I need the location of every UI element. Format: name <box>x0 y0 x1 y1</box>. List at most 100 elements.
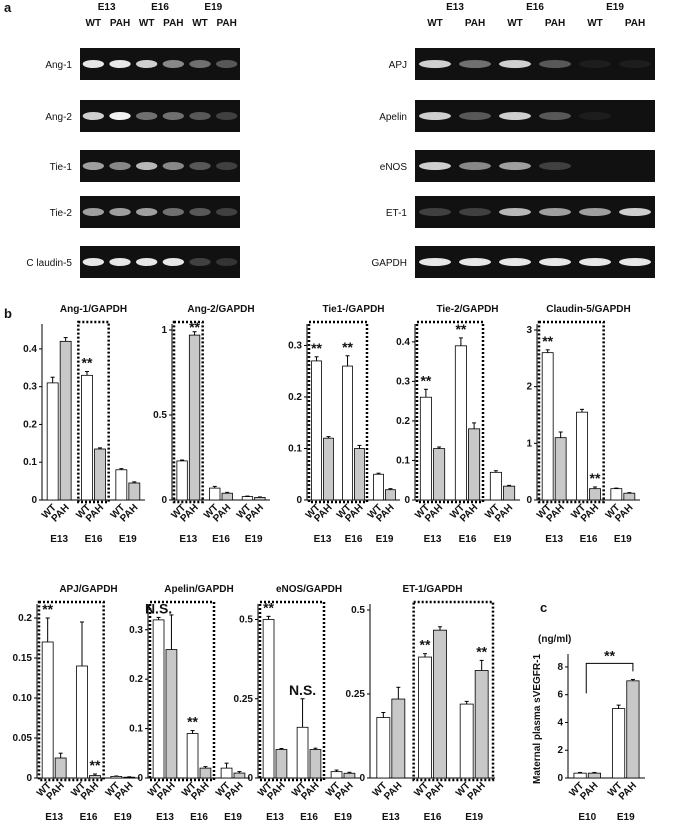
gel-band <box>162 258 184 266</box>
gel-band <box>619 60 651 68</box>
bar <box>110 776 123 779</box>
gel-band <box>216 162 238 170</box>
stage-label: E19 <box>204 2 222 13</box>
y-tick-label: 0.4 <box>23 344 37 355</box>
y-tick-label: 0.1 <box>23 457 37 468</box>
gel-band <box>419 60 451 68</box>
bar <box>176 460 188 501</box>
group-label: PAH <box>163 18 183 29</box>
gel-band <box>539 162 571 170</box>
bar <box>209 487 221 501</box>
gel-band <box>82 258 105 266</box>
stage-label: E13 <box>446 2 464 13</box>
highlight-box <box>37 600 105 782</box>
bar <box>503 485 516 501</box>
group-label: PAH <box>110 18 130 29</box>
bar <box>41 641 54 779</box>
bar <box>254 497 266 501</box>
x-category-label: E16 <box>459 534 477 545</box>
y-tick-label: 0 <box>31 495 37 506</box>
gel-band <box>109 60 131 68</box>
gel-band <box>499 162 531 170</box>
stage-label: E16 <box>151 2 169 13</box>
x-category-label: E10 <box>578 812 596 823</box>
chart-title: APJ/GAPDH <box>59 584 117 595</box>
annotation: ** <box>455 321 466 337</box>
highlight-box <box>148 600 216 782</box>
bar <box>385 489 396 501</box>
x-category-label: E13 <box>156 812 174 823</box>
bar <box>128 482 141 501</box>
bar <box>199 767 212 779</box>
bar <box>587 772 601 779</box>
gel-row-label: eNOS <box>380 162 408 173</box>
y-tick-label: 0 <box>359 773 365 784</box>
group-label: WT <box>139 18 155 29</box>
annotation: ** <box>42 601 53 617</box>
x-category-label: E13 <box>45 812 63 823</box>
group-label: PAH <box>465 18 485 29</box>
gel <box>80 246 240 278</box>
y-tick-label: 0.4 <box>396 337 410 348</box>
bar <box>123 776 136 779</box>
gel-band <box>216 112 238 120</box>
chart-title: (ng/ml) <box>538 634 571 645</box>
bar <box>220 767 233 779</box>
y-tick-label: 0.2 <box>396 416 410 427</box>
chart-title: Tie-2/GAPDH <box>436 304 498 315</box>
bar <box>186 733 199 779</box>
gel-band <box>162 208 184 216</box>
bar <box>115 469 128 501</box>
x-category-label: E16 <box>212 534 230 545</box>
annotation: N.S. <box>289 682 316 698</box>
bar <box>275 749 288 779</box>
gel-band <box>579 60 611 68</box>
bar <box>330 771 343 779</box>
bar <box>296 726 309 779</box>
gel-row-label: C laudin-5 <box>26 258 72 269</box>
panel-label: a <box>4 0 12 15</box>
bar <box>233 772 246 779</box>
gel-row-label: Ang-2 <box>45 112 72 123</box>
annotation: ** <box>476 643 487 659</box>
gel-band <box>189 60 211 68</box>
bracket <box>585 662 634 694</box>
gel-band <box>216 258 238 266</box>
bar <box>343 772 356 779</box>
y-axis-label: Maternal plasma sVEGFR-1 <box>532 654 543 784</box>
gel-band <box>539 258 571 266</box>
annotation: N.S. <box>145 600 172 616</box>
gel-row-label: APJ <box>389 60 407 71</box>
highlight-box <box>77 320 110 504</box>
gel-band <box>162 162 184 170</box>
gel-band <box>189 258 211 266</box>
gel-band <box>459 162 491 170</box>
x-category-label: E16 <box>345 534 363 545</box>
y-tick-label: 0.2 <box>18 613 32 624</box>
annotation: ** <box>189 319 200 335</box>
bar <box>54 757 67 779</box>
chart-title: Tie1-/GAPDH <box>322 304 384 315</box>
gel-row-label: Tie-2 <box>50 208 73 219</box>
x-category-label: E19 <box>114 812 132 823</box>
gel-band <box>109 208 131 216</box>
panel-label: c <box>540 600 547 615</box>
y-tick-label: 0.5 <box>153 410 167 421</box>
gel-band <box>459 208 491 216</box>
y-tick-label: 0 <box>404 495 410 506</box>
x-category-label: E16 <box>190 812 208 823</box>
bar <box>623 492 636 501</box>
y-tick-label: 0 <box>296 495 302 506</box>
group-label: PAH <box>216 18 236 29</box>
y-tick-label: 2 <box>557 745 563 756</box>
y-tick-label: 0 <box>526 495 532 506</box>
bar <box>76 665 88 779</box>
x-category-label: E19 <box>245 534 263 545</box>
x-category-label: E19 <box>224 812 242 823</box>
series-label: PAH <box>466 780 488 802</box>
x-category-label: E16 <box>424 812 442 823</box>
y-tick-label: 0 <box>247 773 253 784</box>
x-category-label: E19 <box>465 812 483 823</box>
y-tick-label: 0.1 <box>396 455 410 466</box>
